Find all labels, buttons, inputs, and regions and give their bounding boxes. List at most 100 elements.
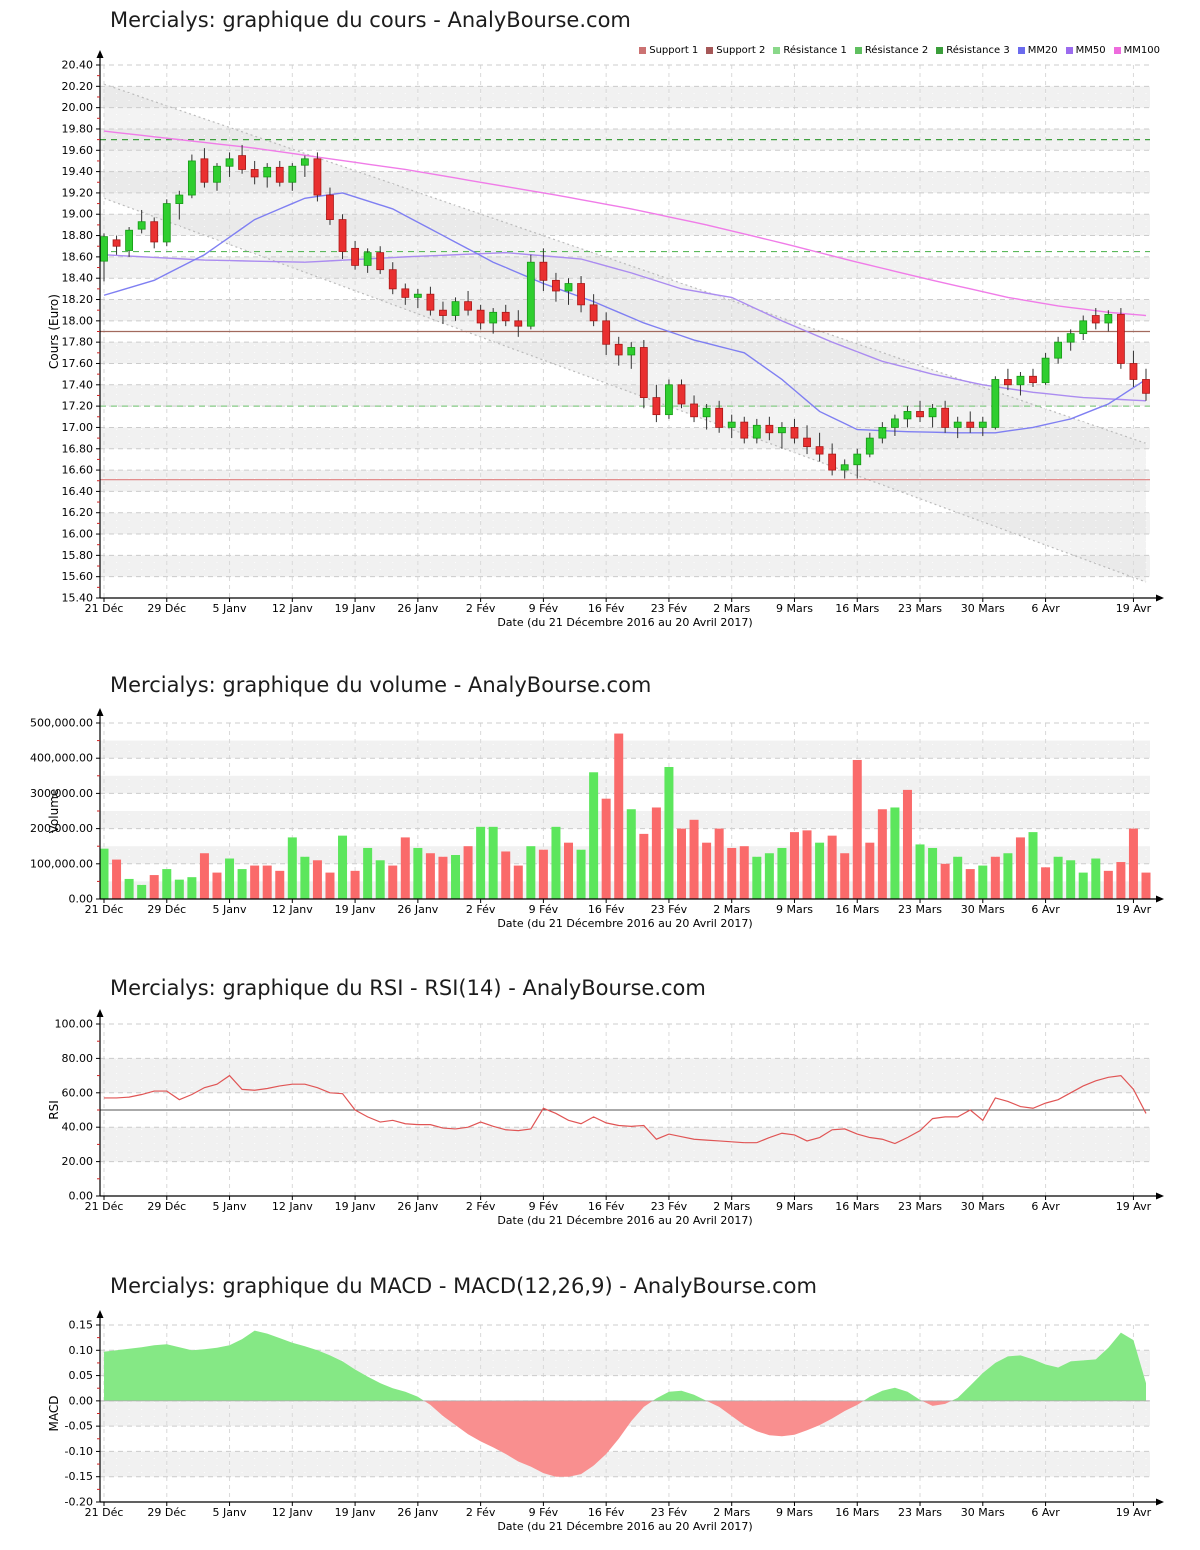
svg-text:2 Fév: 2 Fév [466,903,496,916]
price-chart-title: Mercialys: graphique du cours - AnalyBou… [110,8,631,32]
legend-item-support-2: Support 2 [706,45,765,56]
svg-text:20.40: 20.40 [62,59,94,72]
legend-swatch-icon [1065,47,1073,54]
svg-text:16.60: 16.60 [62,464,94,477]
svg-text:19.80: 19.80 [62,122,94,135]
svg-text:15.60: 15.60 [62,570,94,583]
svg-text:23 Fév: 23 Fév [651,1506,688,1519]
svg-text:2 Fév: 2 Fév [466,1506,496,1519]
legend-swatch-icon [936,47,944,54]
svg-text:29 Déc: 29 Déc [147,1200,186,1213]
svg-text:18.00: 18.00 [62,314,94,327]
svg-text:200,000.00: 200,000.00 [30,822,93,835]
svg-text:23 Mars: 23 Mars [898,602,942,615]
svg-text:26 Janv: 26 Janv [397,903,438,916]
legend-label: Support 1 [649,45,699,56]
legend-label: Support 2 [716,45,766,56]
svg-text:20.00: 20.00 [62,101,94,114]
svg-text:19 Janv: 19 Janv [335,1200,376,1213]
macd-positive-area [104,1330,1146,1401]
svg-text:15.40: 15.40 [62,592,94,605]
svg-text:12 Janv: 12 Janv [272,602,313,615]
svg-text:300,000.00: 300,000.00 [30,787,93,800]
legend-swatch-icon [706,47,714,54]
svg-text:9 Mars: 9 Mars [776,1200,813,1213]
svg-text:9 Mars: 9 Mars [776,1506,813,1519]
legend-label: Résistance 3 [946,45,1010,56]
svg-text:Volume: Volume [47,789,61,834]
svg-text:2 Fév: 2 Fév [466,602,496,615]
svg-text:9 Fév: 9 Fév [529,903,559,916]
svg-text:6 Avr: 6 Avr [1031,903,1060,916]
svg-text:16.80: 16.80 [62,442,94,455]
svg-text:18.20: 18.20 [62,293,94,306]
legend-item-support-1: Support 1 [639,45,698,56]
legend-item-mm100: MM100 [1113,45,1160,56]
svg-text:9 Fév: 9 Fév [529,1506,559,1519]
svg-text:29 Déc: 29 Déc [147,602,186,615]
svg-text:2 Mars: 2 Mars [713,1506,750,1519]
svg-text:20.20: 20.20 [62,80,94,93]
volume-chart-canvas: 500,000.00 400,000.00 300,000.00 200,000.00… [30,708,1164,930]
svg-text:2 Mars: 2 Mars [713,602,750,615]
legend-label: MM50 [1075,45,1106,56]
volume-bars-layer [99,733,1151,899]
price-chart-section: Mercialys: graphique du cours - AnalyBou… [0,0,1200,655]
macd-negative-area [104,1400,1146,1477]
svg-text:-0.15: -0.15 [65,1470,93,1483]
mm50-line [103,251,1147,402]
svg-text:-0.20: -0.20 [65,1496,93,1509]
legend-label: Résistance 1 [783,45,847,56]
svg-text:0.00: 0.00 [69,1190,94,1203]
svg-text:16.00: 16.00 [62,528,94,541]
svg-text:16.20: 16.20 [62,506,94,519]
svg-text:29 Déc: 29 Déc [147,1506,186,1519]
svg-text:20.00: 20.00 [62,1155,94,1168]
legend-item-mm20: MM20 [1017,45,1058,56]
macd-chart-section: Mercialys: graphique du MACD - MACD(12,2… [0,1260,1200,1550]
svg-text:0.05: 0.05 [69,1369,94,1382]
rsi-line [104,1074,1147,1145]
svg-text:12 Janv: 12 Janv [272,1506,313,1519]
svg-text:23 Mars: 23 Mars [898,903,942,916]
svg-text:5 Janv: 5 Janv [213,602,247,615]
svg-text:60.00: 60.00 [62,1086,94,1099]
legend-item-résistance-3: Résistance 3 [936,45,1010,56]
svg-text:0.10: 0.10 [69,1344,94,1357]
svg-text:19.40: 19.40 [62,165,94,178]
svg-text:19.20: 19.20 [62,186,94,199]
macd-chart-title: Mercialys: graphique du MACD - MACD(12,2… [110,1274,817,1298]
svg-text:5 Janv: 5 Janv [213,903,247,916]
svg-text:Date (du 21 Décembre 2016 au 2: Date (du 21 Décembre 2016 au 20 Avril 20… [497,1520,752,1533]
svg-text:Date (du 21 Décembre 2016 au 2: Date (du 21 Décembre 2016 au 20 Avril 20… [497,1214,752,1227]
svg-text:18.40: 18.40 [62,272,94,285]
legend-swatch-icon [639,47,647,54]
svg-text:-0.10: -0.10 [65,1445,93,1458]
svg-text:29 Déc: 29 Déc [147,903,186,916]
svg-text:30 Mars: 30 Mars [961,1506,1005,1519]
volume-chart-section: Mercialys: graphique du volume - AnalyBo… [0,655,1200,960]
svg-text:17.00: 17.00 [62,421,94,434]
svg-text:2 Fév: 2 Fév [466,1200,496,1213]
svg-text:23 Fév: 23 Fév [651,1200,688,1213]
svg-text:Date (du 21 Décembre 2016 au 2: Date (du 21 Décembre 2016 au 20 Avril 20… [497,616,752,629]
svg-text:12 Janv: 12 Janv [272,903,313,916]
rsi-chart-section: Mercialys: graphique du RSI - RSI(14) - … [0,960,1200,1260]
legend-item-résistance-1: Résistance 1 [773,45,847,56]
svg-text:21 Déc: 21 Déc [85,602,124,615]
svg-text:23 Mars: 23 Mars [898,1506,942,1519]
svg-text:16 Fév: 16 Fév [588,1506,625,1519]
svg-text:19.60: 19.60 [62,144,94,157]
legend-item-mm50: MM50 [1065,45,1106,56]
candles-layer [100,144,1150,479]
legend-label: MM100 [1123,45,1160,56]
svg-text:30 Mars: 30 Mars [961,602,1005,615]
svg-text:0.00: 0.00 [69,893,94,906]
svg-text:2 Mars: 2 Mars [713,903,750,916]
legend-label: MM20 [1027,45,1058,56]
svg-text:19 Avr: 19 Avr [1116,1200,1152,1213]
svg-text:17.20: 17.20 [62,400,94,413]
